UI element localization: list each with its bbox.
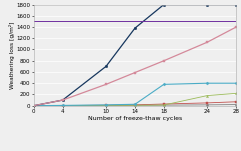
CEM I-SR3 N (61, 99, 64, 101)
w/c 0.4 H (162, 104, 165, 106)
w/c 0.5 N (162, 103, 165, 105)
CEM I-SR3 N (206, 41, 209, 43)
CEM I-SR3 N (134, 72, 136, 73)
w/c 0.4 H (61, 105, 64, 106)
w/c 0.4 N (162, 84, 165, 85)
w/c 0.5 H (105, 104, 107, 106)
Line: CEM I-SR3 N: CEM I-SR3 N (33, 26, 237, 107)
w/c 0.4 N (105, 104, 107, 106)
w/c 0.5 N (235, 101, 238, 103)
w/c 0.5 N (134, 104, 136, 106)
w/c 0.5 H (235, 104, 238, 106)
Line: CEM I-SR3 H: CEM I-SR3 H (33, 3, 237, 107)
CEM I-SR3 N (162, 60, 165, 62)
w/c 0.5 H (32, 105, 35, 107)
w/c 0.4 H (32, 105, 35, 107)
w/c 0.5 H (134, 104, 136, 106)
w/c 0.5 N (32, 105, 35, 107)
CEM I-SR3 H (105, 65, 107, 67)
w/c 0.5 N (206, 102, 209, 104)
w/c 0.4 H (134, 104, 136, 106)
w/c 0.5 N (61, 105, 64, 106)
CEM I-SR3 H (61, 99, 64, 101)
w/c 0.5 H (206, 104, 209, 106)
Y-axis label: Weathering loss [g/m²]: Weathering loss [g/m²] (9, 21, 15, 89)
X-axis label: Number of freeze-thaw cycles: Number of freeze-thaw cycles (88, 116, 182, 120)
Line: w/c 0.5 N: w/c 0.5 N (33, 101, 237, 107)
CEM I-SR3 H (134, 27, 136, 29)
w/c 0.4 N (134, 103, 136, 105)
Line: w/c 0.4 H: w/c 0.4 H (33, 92, 237, 107)
w/c 0.5 H (162, 104, 165, 106)
CEM I-SR3 N (105, 84, 107, 85)
Legend: w/c 0.5 H, w/c 0.5 N, w/c 0.4 H, w/c 0.4 N, CEM I-SR3 H, CEM I-SR3 N, Limit: w/c 0.5 H, w/c 0.5 N, w/c 0.4 H, w/c 0.4… (46, 150, 224, 151)
Line: w/c 0.4 N: w/c 0.4 N (33, 82, 237, 107)
w/c 0.4 H (206, 95, 209, 96)
w/c 0.5 H (61, 105, 64, 106)
CEM I-SR3 N (32, 105, 35, 107)
w/c 0.4 H (105, 104, 107, 106)
w/c 0.4 N (206, 82, 209, 84)
CEM I-SR3 N (235, 26, 238, 28)
w/c 0.4 H (235, 92, 238, 94)
CEM I-SR3 H (206, 4, 209, 5)
CEM I-SR3 H (235, 4, 238, 5)
w/c 0.5 N (105, 104, 107, 106)
Line: w/c 0.5 H: w/c 0.5 H (33, 104, 237, 107)
w/c 0.4 N (61, 104, 64, 106)
CEM I-SR3 H (32, 105, 35, 107)
CEM I-SR3 H (162, 4, 165, 5)
w/c 0.4 N (235, 82, 238, 84)
w/c 0.4 N (32, 105, 35, 107)
